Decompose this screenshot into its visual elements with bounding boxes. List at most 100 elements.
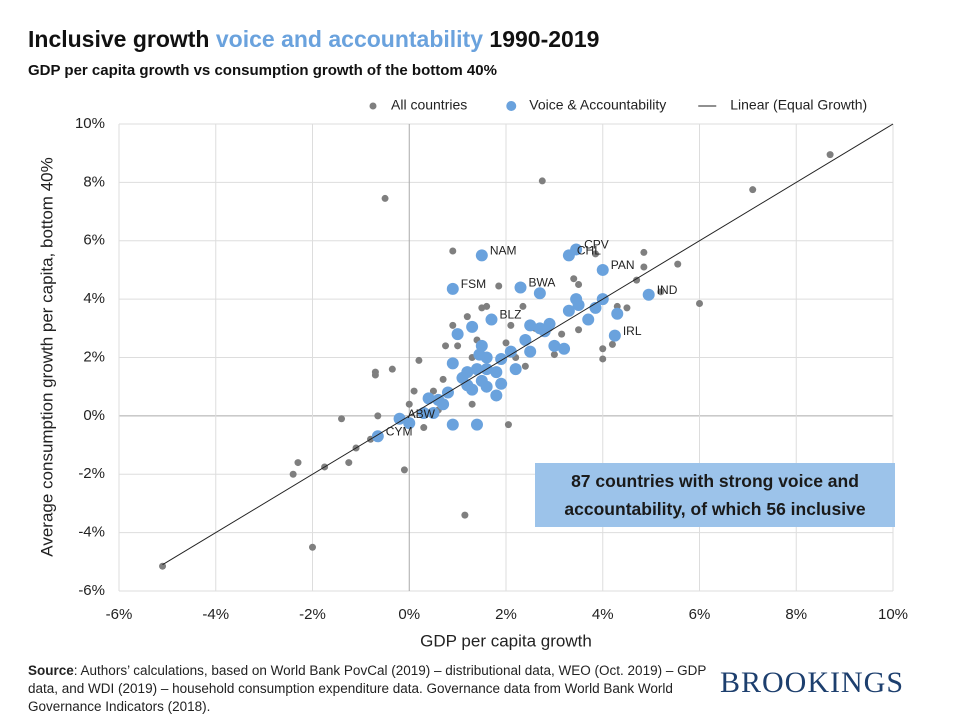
point <box>374 412 382 420</box>
point <box>575 281 583 289</box>
callout-line: 87 countries with strong voice and <box>571 471 859 491</box>
point <box>490 389 503 402</box>
point <box>420 424 428 432</box>
point <box>826 151 834 159</box>
point <box>388 365 396 373</box>
point <box>611 307 624 320</box>
point <box>538 325 551 338</box>
point <box>570 275 578 283</box>
point-label: BLZ <box>499 308 521 322</box>
point <box>466 383 479 396</box>
y-tick-label: -4% <box>78 524 105 541</box>
y-tick-label: 10% <box>75 115 105 132</box>
point <box>415 356 423 364</box>
point <box>550 351 558 359</box>
point <box>439 375 447 383</box>
point <box>294 459 302 467</box>
point <box>437 398 450 411</box>
point <box>533 287 546 300</box>
point <box>345 459 353 467</box>
point <box>483 302 491 310</box>
x-tick-label: -6% <box>106 606 133 623</box>
legend-label: Linear (Equal Growth) <box>730 97 867 113</box>
point <box>642 288 655 301</box>
x-tick-label: -4% <box>202 606 229 623</box>
point <box>575 326 583 334</box>
x-tick-label: 2% <box>495 606 517 623</box>
point <box>410 387 418 395</box>
point <box>451 328 464 341</box>
callout-line: accountability, of which 56 inclusive <box>564 499 866 519</box>
title-part: 1990-2019 <box>489 26 600 52</box>
point <box>475 249 488 262</box>
source: Source: Authors’ calculations, based on … <box>28 662 708 716</box>
point <box>524 345 537 358</box>
point-label: CPV <box>584 238 609 252</box>
point <box>461 511 469 519</box>
point <box>640 248 648 256</box>
point <box>470 363 483 376</box>
x-tick-label: 0% <box>398 606 420 623</box>
chart: GDP per capita growth Average consumptio… <box>37 97 908 651</box>
point <box>502 339 510 347</box>
chart-subtitle: GDP per capita growth vs consumption gro… <box>28 62 497 79</box>
point <box>490 366 503 379</box>
y-tick-label: 4% <box>83 290 105 307</box>
point <box>538 177 546 185</box>
point <box>454 342 462 350</box>
title-part: Inclusive growth <box>28 26 210 52</box>
chart-title: Inclusive growth voice and accountabilit… <box>28 26 599 53</box>
point <box>558 330 566 338</box>
point <box>289 470 297 478</box>
point <box>442 342 450 350</box>
point-label: PAN <box>611 258 635 272</box>
point <box>596 263 609 276</box>
point-label: IRL <box>623 324 642 338</box>
point <box>449 247 457 255</box>
point <box>696 300 703 308</box>
point <box>309 543 316 551</box>
point <box>608 329 621 342</box>
legend-marker <box>369 102 377 110</box>
point <box>749 186 757 194</box>
logo: BROOKINGS <box>720 666 905 699</box>
point <box>504 421 512 429</box>
title-highlight: voice and accountability <box>215 26 484 52</box>
point <box>558 342 571 355</box>
point <box>514 281 527 294</box>
point <box>466 320 479 333</box>
x-tick-label: 6% <box>689 606 711 623</box>
point-label: FSM <box>461 277 486 291</box>
point <box>623 304 631 312</box>
legend-label: Voice & Accountability <box>529 97 666 113</box>
point <box>562 304 575 317</box>
point <box>521 362 529 370</box>
callout: 87 countries with strong voice and accoun… <box>535 463 895 527</box>
point <box>400 466 408 474</box>
point <box>608 340 616 348</box>
y-tick-label: -6% <box>78 582 105 599</box>
x-tick-label: 4% <box>592 606 614 623</box>
point <box>570 243 583 256</box>
point <box>446 418 459 431</box>
point <box>519 302 527 310</box>
point <box>449 321 457 329</box>
legend-label: All countries <box>391 97 467 113</box>
point <box>371 368 379 376</box>
trend-line <box>162 123 894 566</box>
point <box>159 562 167 570</box>
point <box>403 417 416 430</box>
point <box>475 374 488 387</box>
point-label: CYM <box>386 424 413 438</box>
source-label: Source <box>28 663 74 678</box>
point <box>393 412 406 425</box>
y-tick-label: 0% <box>83 407 105 424</box>
source-text: : Authors’ calculations, based on World … <box>28 663 707 714</box>
point <box>470 418 483 431</box>
point <box>405 400 413 408</box>
point <box>338 415 346 423</box>
point <box>509 363 522 376</box>
point <box>463 313 471 321</box>
point <box>473 348 486 361</box>
point <box>495 282 503 290</box>
